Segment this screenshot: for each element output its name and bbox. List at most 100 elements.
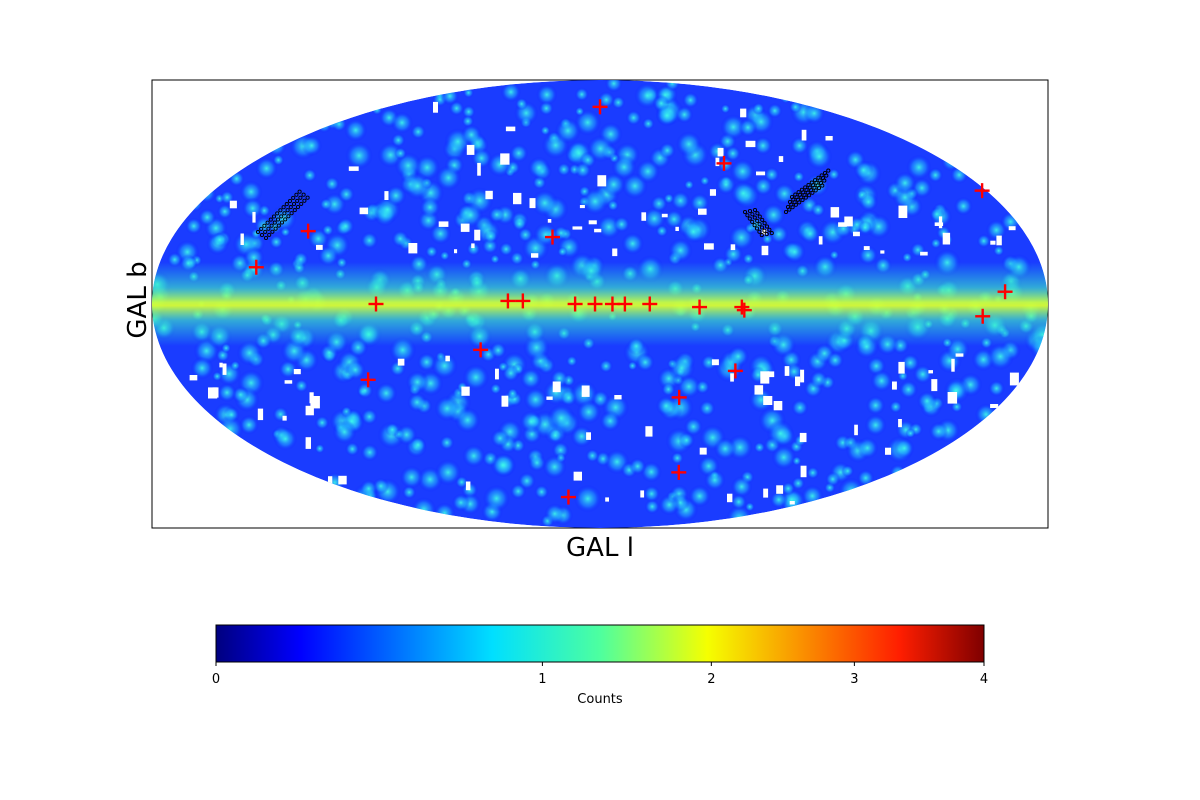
sky-blob [317, 245, 339, 267]
mask-hole [931, 379, 938, 392]
sky-blob [520, 367, 542, 390]
mask-hole [454, 249, 458, 254]
ring-marker [266, 226, 271, 231]
mask-hole [359, 207, 369, 215]
sky-blob [332, 420, 357, 444]
sky-blob [773, 182, 796, 205]
sky-blob [544, 503, 566, 525]
sky-blob [498, 241, 514, 257]
mask-hole [704, 243, 714, 250]
mask-hole [588, 220, 597, 225]
sky-blob [482, 484, 511, 512]
sky-blob [792, 170, 805, 183]
sky-blob [664, 209, 684, 230]
sky-blob [239, 180, 263, 204]
sky-blob [410, 124, 426, 140]
sky-blob [769, 224, 789, 244]
mask-hole [990, 404, 999, 408]
ring-marker [759, 225, 765, 230]
mask-hole [222, 363, 227, 375]
sky-blob [553, 225, 569, 241]
sky-blob [788, 100, 802, 114]
mask-hole [397, 358, 405, 366]
sky-blob [753, 441, 766, 454]
mask-hole [189, 375, 198, 381]
sky-blob [502, 364, 520, 383]
source-marker [300, 223, 316, 239]
sky-blob [489, 382, 502, 395]
sky-blob [517, 227, 534, 243]
sky-blob [540, 125, 551, 136]
mask-hole [898, 205, 908, 218]
sky-blob [391, 230, 410, 248]
sky-blob [556, 162, 572, 177]
mask-hole [996, 235, 1002, 246]
mask-hole [934, 222, 944, 226]
ring-marker [787, 199, 793, 205]
mask-hole [529, 198, 536, 209]
mask-hole [645, 426, 653, 437]
mask-hole [773, 401, 783, 411]
sky-blob [689, 192, 710, 213]
mask-hole [830, 207, 840, 218]
mask-hole [612, 248, 618, 257]
ring-marker [822, 170, 828, 176]
ring-marker [297, 189, 302, 194]
mask-hole [465, 481, 471, 491]
mask-hole [898, 419, 902, 428]
mask-hole [717, 147, 724, 157]
ring-marker [747, 216, 752, 221]
sky-blob [462, 364, 490, 391]
mask-hole [763, 396, 773, 405]
sky-blob [345, 359, 366, 381]
colorbar-label: Counts [577, 692, 623, 707]
sky-blob [827, 168, 841, 181]
ring-marker [263, 229, 268, 234]
source-marker [671, 464, 687, 480]
ring-marker [265, 220, 270, 225]
sky-blob [534, 484, 549, 500]
sky-blob [841, 464, 855, 478]
sky-blob [523, 387, 548, 412]
sky-blob [730, 158, 756, 184]
mask-hole [505, 126, 516, 132]
sky-blob [790, 136, 809, 155]
sky-blob [509, 250, 525, 266]
ring-marker [271, 214, 277, 219]
sky-blob [519, 410, 543, 433]
sky-blob [658, 494, 680, 516]
sky-blob [771, 445, 797, 470]
ring-marker [757, 229, 762, 234]
ring-marker [279, 214, 284, 219]
sky-blob [425, 245, 439, 259]
sky-blob [809, 370, 828, 389]
sky-blob [856, 437, 879, 459]
sky-blob [730, 475, 753, 498]
sky-blob [488, 206, 506, 223]
mask-hole [727, 493, 733, 503]
ring-marker [742, 209, 748, 215]
sky-blob [483, 229, 498, 244]
ring-marker [755, 211, 760, 216]
sky-blob [409, 436, 427, 454]
source-marker [360, 372, 376, 388]
sky-blob [683, 179, 695, 190]
source-marker [587, 296, 603, 312]
ring-marker [282, 211, 287, 216]
sky-blob [917, 391, 937, 411]
ring-marker [809, 180, 814, 185]
ring-marker [757, 222, 762, 227]
source-marker [248, 259, 264, 275]
colorbar-tick-label: 2 [707, 672, 715, 687]
sky-blob [905, 428, 916, 439]
sky-blob [906, 154, 932, 180]
source-marker [592, 99, 608, 115]
sky-blob [889, 400, 903, 414]
ring-marker [302, 198, 307, 203]
mask-hole [328, 476, 333, 487]
sky-blob [314, 415, 330, 431]
sky-blob [344, 118, 368, 142]
mask-hole [885, 447, 892, 455]
source-marker [642, 296, 658, 312]
mask-hole [305, 405, 314, 416]
